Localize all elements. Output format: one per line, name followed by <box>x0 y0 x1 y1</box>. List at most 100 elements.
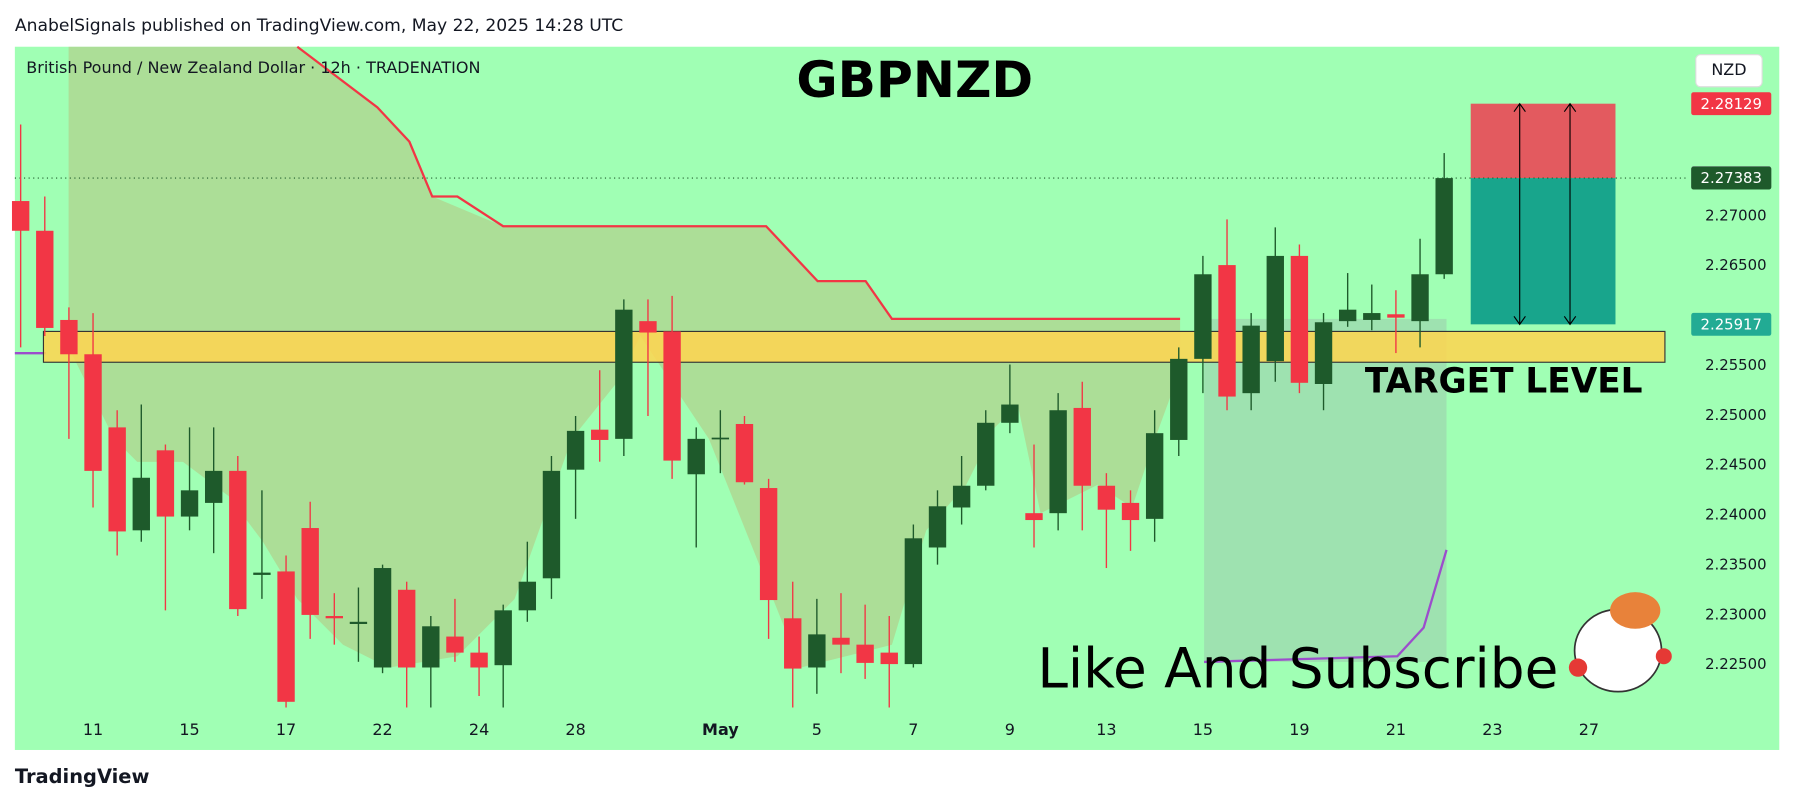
x-tick-label: 15 <box>1193 720 1213 739</box>
candle-body <box>711 437 730 440</box>
price-label-bg <box>1691 312 1772 336</box>
candle-body <box>253 572 271 575</box>
candle-body <box>1266 255 1284 362</box>
sticker-patch <box>1610 592 1661 629</box>
candle-body <box>494 610 512 666</box>
candle-body <box>1411 274 1429 322</box>
price-label: 2.28129 <box>1701 95 1762 113</box>
footer-logo: TradingView <box>15 765 150 788</box>
candle-body <box>349 621 368 624</box>
candle-body <box>1242 325 1260 394</box>
indicator-line <box>1204 549 1448 664</box>
y-tick-label: 2.23500 <box>1705 555 1766 573</box>
indicator-line <box>296 45 1181 321</box>
candle-body <box>687 438 705 475</box>
price-label: 2.25917 <box>1701 315 1762 333</box>
candle-body <box>1194 274 1212 359</box>
candle-body <box>1338 309 1357 322</box>
price-label: 2.27383 <box>1701 169 1762 187</box>
x-tick-label: 9 <box>1005 720 1015 739</box>
x-tick-label: 11 <box>83 720 103 739</box>
candle-body <box>1121 502 1140 521</box>
candle-body <box>566 430 585 470</box>
x-tick-label: 23 <box>1482 720 1502 739</box>
candle-body <box>11 201 30 231</box>
candle-body <box>470 652 488 668</box>
candle-body <box>1314 322 1333 384</box>
cat-sticker <box>1568 592 1672 693</box>
arrow-head <box>1513 102 1526 113</box>
candle-body <box>880 652 898 665</box>
candle-body <box>808 634 826 668</box>
x-tick-label: 17 <box>276 720 296 739</box>
x-tick-label: 7 <box>908 720 918 739</box>
y-tick-label: 2.26500 <box>1705 256 1766 274</box>
candle-body <box>663 331 681 461</box>
y-tick-label: 2.25500 <box>1705 356 1766 374</box>
candle-body <box>204 470 223 503</box>
x-tick-label: May <box>702 720 739 739</box>
y-tick-label: 2.27000 <box>1705 206 1766 224</box>
x-tick-label: 24 <box>469 720 489 739</box>
candle-body <box>1435 178 1453 275</box>
candle-body <box>518 581 537 611</box>
target-box <box>1470 178 1616 325</box>
candle-body <box>759 488 778 601</box>
x-tick-label: 15 <box>179 720 199 739</box>
sticker-heart <box>1568 658 1588 677</box>
x-tick-label: 22 <box>372 720 392 739</box>
candle-body <box>1073 407 1091 486</box>
arrow-head <box>1563 316 1577 326</box>
candle-body <box>1049 410 1067 514</box>
candle-body <box>277 571 295 702</box>
candle-body <box>735 423 754 483</box>
symbol-info: British Pound / New Zealand Dollar · 12h… <box>26 58 480 77</box>
x-tick-label: 19 <box>1289 720 1309 739</box>
candle-body <box>325 616 343 619</box>
arrow-head <box>1563 102 1577 113</box>
x-tick-label: 21 <box>1386 720 1406 739</box>
publish-header: AnabelSignals published on TradingView.c… <box>15 16 623 36</box>
currency: NZD <box>1711 60 1746 79</box>
candle-body <box>1218 265 1236 397</box>
candle-body <box>132 477 150 531</box>
candle-body <box>301 528 319 615</box>
chart-title: GBPNZD <box>796 50 1033 109</box>
y-tick-label: 2.23000 <box>1705 605 1766 623</box>
candle-body <box>1025 513 1043 521</box>
candle-body <box>904 538 923 665</box>
candle-body <box>784 618 802 669</box>
candle-body <box>1290 255 1309 383</box>
candle-body <box>446 636 464 653</box>
x-tick-label: 27 <box>1579 720 1599 739</box>
sticker-heart <box>1655 648 1672 665</box>
candle-body <box>1097 485 1116 510</box>
candle-body <box>373 568 392 668</box>
candle-body <box>1363 313 1381 320</box>
stop-box <box>1470 103 1616 179</box>
x-tick-label: 5 <box>812 720 822 739</box>
candle-body <box>36 230 54 328</box>
candle-body <box>1001 404 1019 423</box>
currency-box <box>1695 54 1763 88</box>
candle-body <box>615 309 633 439</box>
arrow-head <box>1513 316 1526 326</box>
candle-body <box>1145 433 1164 519</box>
candle-body <box>108 427 126 532</box>
candle-body <box>977 422 995 486</box>
candle-body <box>542 470 561 579</box>
y-tick-label: 2.24500 <box>1705 456 1766 474</box>
candle-body <box>1387 314 1405 318</box>
x-tick-label: 13 <box>1096 720 1116 739</box>
y-tick-label: 2.25000 <box>1705 406 1766 424</box>
candle-body <box>856 644 874 663</box>
y-tick-label: 2.24000 <box>1705 506 1766 524</box>
candle-body <box>422 626 440 668</box>
candle-body <box>639 321 657 333</box>
candle-body <box>928 506 947 548</box>
zone-label: TARGET LEVEL <box>1365 361 1643 401</box>
candle-body <box>156 450 175 517</box>
y-tick-label: 2.22500 <box>1705 655 1766 673</box>
price-label-bg <box>1691 166 1772 190</box>
